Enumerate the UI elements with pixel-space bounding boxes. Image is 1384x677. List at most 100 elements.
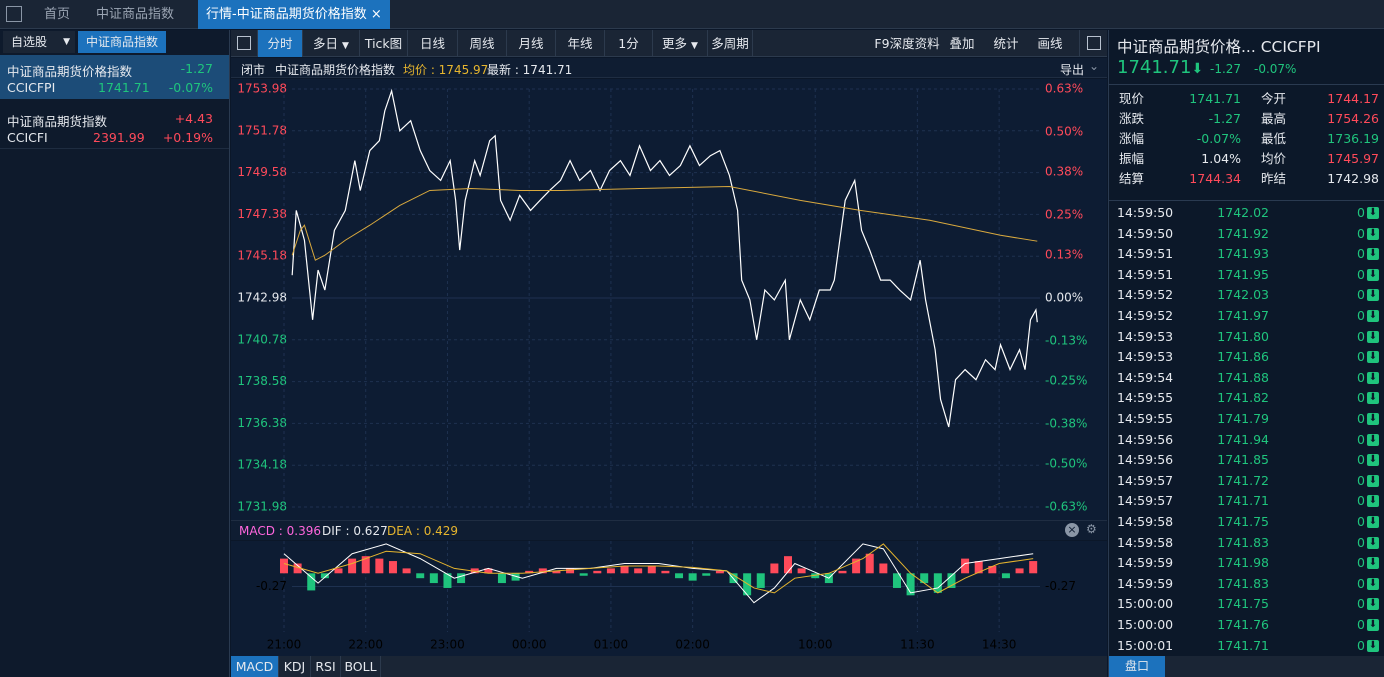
field-value: 1744.17 [1327, 91, 1379, 106]
macd-bar [988, 565, 997, 574]
settings-icon[interactable]: ⚙ [1086, 522, 1097, 536]
down-arrow-icon: ⬇ [1367, 536, 1379, 549]
tick-time: 14:59:57 [1117, 472, 1174, 488]
toolbar-button[interactable]: 画线 [1037, 36, 1063, 51]
tick-price: 1742.02 [1217, 205, 1269, 220]
tab[interactable]: 中证商品指数 [96, 7, 175, 22]
indicator-tab[interactable]: RSI [311, 656, 341, 677]
y2-tick-label: -0.38% [1045, 417, 1087, 431]
down-arrow-icon: ⬇ [1367, 474, 1379, 487]
toolbar-button[interactable]: 更多 ▼ [653, 30, 708, 57]
tick-volume: 0 [1357, 452, 1365, 468]
y2-tick-label: -0.50% [1045, 456, 1087, 470]
toolbar-button[interactable]: 1分 [605, 30, 653, 57]
line [283, 543, 1034, 594]
panel-icon[interactable] [231, 30, 258, 57]
toolbar-button[interactable]: 周线 [458, 30, 507, 57]
tick-time: 14:59:52 [1117, 287, 1174, 303]
item-price: 2391.99 [93, 130, 145, 145]
toolbar-button[interactable]: 月线 [507, 30, 556, 57]
tick-time: 14:59:53 [1117, 328, 1174, 344]
x-tick-label: 00:00 [512, 638, 547, 652]
macd-bar [947, 573, 956, 588]
tick-row: 14:59:58 1741.83 0 ⬇ [1117, 533, 1379, 553]
close-icon[interactable]: × [370, 7, 382, 22]
sidebar-button[interactable]: 自选股 ▼ [3, 31, 75, 53]
tab-active[interactable]: 行情-中证商品期货价格指数 × [198, 0, 390, 29]
y2-tick-label: -0.13% [1045, 334, 1087, 348]
y2-tick-label: 0.13% [1045, 247, 1083, 261]
tick-price: 1741.76 [1217, 617, 1269, 632]
tick-volume: 0 [1357, 287, 1365, 303]
y-tick-label: 1738.58 [237, 374, 287, 388]
tick-price: 1742.03 [1217, 287, 1269, 303]
down-arrow-icon: ⬇ [1367, 310, 1379, 322]
panel-button[interactable]: 盘口 [1109, 656, 1165, 677]
sidebar-button[interactable]: 中证商品指数 [78, 31, 167, 53]
close-icon[interactable]: × [1065, 523, 1079, 537]
toolbar-button[interactable]: 多日 ▼ [303, 30, 360, 57]
tick-row: 14:59:56 1741.85 0 ⬇ [1117, 450, 1379, 470]
macd-bar [511, 573, 520, 581]
tab-label: 行情-中证商品期货价格指数 [206, 7, 367, 22]
toolbar: 分时 多日 ▼ Tick图 日线 周线 月线 年线 1分 更多 ▼ 多周期 F9… [231, 30, 1107, 57]
toolbar-button[interactable]: 日线 [408, 30, 458, 57]
tab[interactable]: 首页 [44, 7, 71, 22]
line [291, 185, 1038, 261]
item-code: CCICFI [7, 130, 48, 145]
macd-bar [1015, 568, 1024, 574]
export-button[interactable]: 导出 [1060, 63, 1085, 77]
macd-bar [1001, 573, 1010, 579]
tick-row: 14:59:53 1741.80 0 ⬇ [1117, 327, 1379, 347]
sidebar: 自选股 ▼ 中证商品指数 中证商品期货价格指数 -1.27 CCICFPI 174… [0, 30, 230, 677]
quote-row: 涨跌 -1.27 最高 1754.26 [1117, 109, 1379, 129]
toolbar-button[interactable]: 分时 [258, 30, 303, 57]
tick-row: 14:59:55 1741.79 0 ⬇ [1117, 409, 1379, 429]
down-arrow-icon: ⬇ [1367, 207, 1379, 219]
tick-time: 14:59:59 [1117, 555, 1174, 571]
down-arrow-icon: ⬇ [1367, 516, 1379, 528]
y-tick-label: 1753.98 [237, 82, 287, 96]
indicator-tab[interactable]: KDJ [279, 656, 311, 677]
panel-icon[interactable] [1079, 30, 1107, 57]
macd-bar [620, 565, 629, 574]
tick-price: 1741.94 [1217, 431, 1269, 447]
toolbar-button[interactable]: 多周期 [708, 30, 753, 57]
tick-time: 14:59:56 [1117, 431, 1174, 447]
toolbar-button[interactable]: 统计 [993, 36, 1019, 51]
tick-row: 14:59:58 1741.75 0 ⬇ [1117, 512, 1379, 532]
toolbar-button[interactable]: Tick图 [360, 30, 408, 57]
macd-bar [484, 568, 493, 574]
tick-volume: 0 [1357, 369, 1365, 385]
macd-bar [334, 568, 343, 574]
macd-bar [538, 568, 547, 574]
tick-volume: 0 [1357, 225, 1365, 241]
macd-bar [838, 570, 847, 574]
dea-legend: DEA : 0.429 [387, 524, 459, 538]
down-arrow-icon: ⬇ [1367, 619, 1379, 631]
list-item[interactable]: 中证商品期货价格指数 -1.27 CCICFPI 1741.71 -0.07% [0, 55, 229, 99]
tick-volume: 0 [1357, 472, 1365, 488]
tick-price: 1741.98 [1217, 555, 1269, 571]
item-pct: +0.19% [162, 130, 213, 145]
field-value: 1745.97 [1327, 151, 1379, 166]
field-label: 今开 [1261, 91, 1287, 106]
y2-tick-label: 0.00% [1045, 291, 1083, 305]
menu-icon[interactable] [6, 6, 22, 22]
toolbar-button[interactable]: 年线 [556, 30, 605, 57]
tick-volume: 0 [1357, 493, 1365, 509]
toolbar-button[interactable]: 叠加 [949, 36, 975, 51]
indicator-tab[interactable]: BOLL [341, 656, 381, 677]
tick-price: 1741.92 [1217, 225, 1269, 241]
indicator-tab[interactable]: MACD [231, 656, 279, 677]
tick-price: 1741.95 [1217, 266, 1269, 282]
macd-bar [756, 573, 765, 588]
x-tick-label: 01:00 [594, 638, 629, 652]
tick-price: 1741.88 [1217, 369, 1269, 385]
tick-row: 15:00:00 1741.75 0 ⬇ [1117, 594, 1379, 614]
tick-time: 14:59:54 [1117, 369, 1174, 385]
tick-row: 14:59:56 1741.94 0 ⬇ [1117, 430, 1379, 450]
toolbar-button[interactable]: F9深度资料 [874, 36, 940, 51]
list-item[interactable]: 中证商品期货指数 +4.43 CCICFI 2391.99 +0.19% [0, 105, 229, 149]
macd-bar [593, 570, 602, 574]
